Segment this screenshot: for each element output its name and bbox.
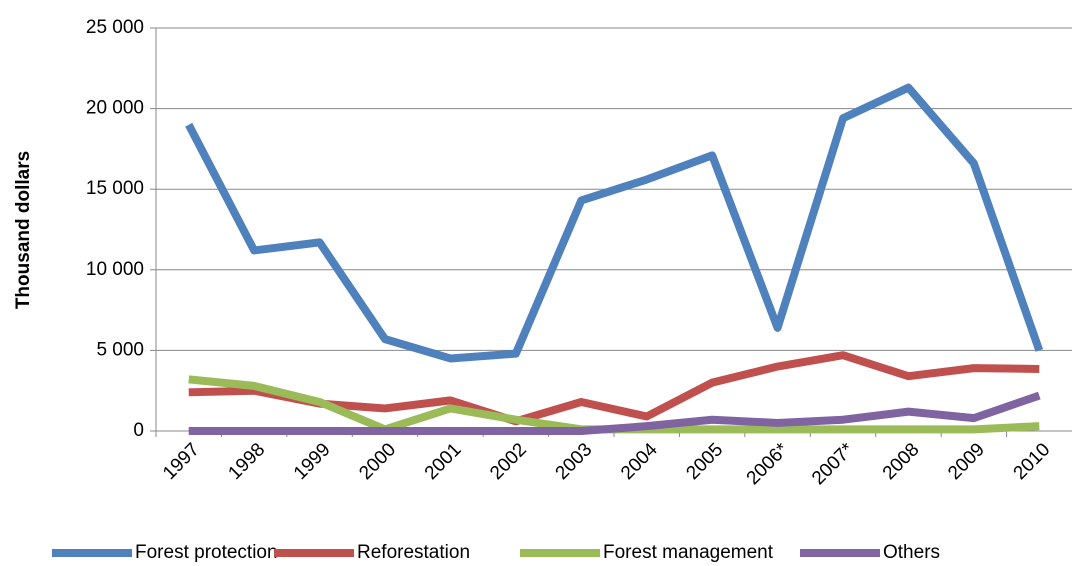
x-tick-label: 2007* bbox=[808, 439, 858, 489]
x-tick-label: 2001 bbox=[421, 439, 466, 484]
legend-label: Forest protection bbox=[135, 542, 278, 563]
legend-label: Others bbox=[883, 542, 940, 563]
y-axis-label: Thousand dollars bbox=[13, 151, 34, 309]
x-tick-label: 2005 bbox=[682, 439, 727, 484]
y-tick-label: 5 000 bbox=[96, 339, 144, 360]
y-tick-label: 0 bbox=[133, 420, 144, 441]
series-line bbox=[185, 83, 1044, 363]
series-line bbox=[188, 375, 1040, 434]
x-tick-label: 2002 bbox=[486, 439, 531, 484]
x-tick-label: 2003 bbox=[552, 439, 597, 484]
legend-label: Forest management bbox=[603, 542, 774, 563]
x-tick-label: 2010 bbox=[1010, 439, 1055, 484]
y-tick-label: 25 000 bbox=[86, 17, 144, 38]
y-tick-label: 10 000 bbox=[86, 259, 144, 280]
x-tick-label: 2004 bbox=[617, 439, 662, 484]
x-tick-label: 1998 bbox=[224, 439, 269, 484]
series-line bbox=[188, 391, 1041, 435]
y-tick-label: 15 000 bbox=[86, 178, 144, 199]
x-tick-label: 1999 bbox=[290, 439, 335, 484]
x-tick-label: 2008 bbox=[879, 439, 924, 484]
x-tick-label: 2006* bbox=[743, 439, 793, 489]
y-tick-label: 20 000 bbox=[86, 98, 144, 119]
x-tick-label: 1997 bbox=[159, 439, 204, 484]
legend-label: Reforestation bbox=[357, 542, 470, 563]
x-tick-label: 2000 bbox=[355, 439, 400, 484]
x-tick-label: 2009 bbox=[944, 439, 989, 484]
